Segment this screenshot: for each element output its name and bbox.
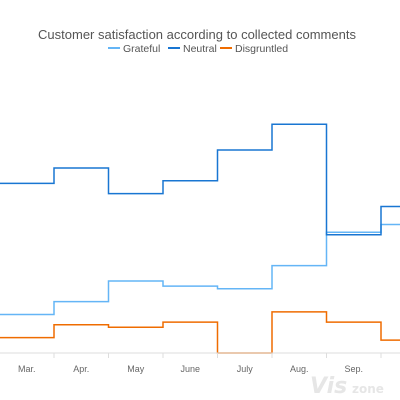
- chart-title: Customer satisfaction according to colle…: [38, 27, 356, 42]
- x-tick-label: Mar.: [18, 364, 36, 374]
- legend-item-neutral[interactable]: Neutral: [168, 43, 217, 55]
- series-line-neutral[interactable]: [0, 123, 400, 236]
- watermark-vis: Vis: [310, 374, 347, 399]
- watermark-logo: Vis zone: [310, 374, 384, 399]
- x-tick-label: July: [237, 364, 254, 374]
- legend-item-disgruntled[interactable]: Disgruntled: [220, 43, 288, 55]
- series-line-grateful[interactable]: [0, 223, 400, 316]
- watermark-zone: zone: [352, 382, 384, 396]
- x-tick-label: Sep.: [344, 364, 363, 374]
- legend-label: Disgruntled: [235, 43, 288, 55]
- legend: Grateful Neutral Disgruntled: [108, 43, 288, 55]
- legend-label: Neutral: [183, 43, 217, 55]
- x-tick-label: Aug.: [290, 364, 309, 374]
- legend-label: Grateful: [123, 43, 160, 55]
- plot-area: [0, 123, 400, 354]
- x-tick-label: May: [127, 364, 145, 374]
- legend-item-grateful[interactable]: Grateful: [108, 43, 160, 55]
- series-line-disgruntled[interactable]: [0, 311, 400, 354]
- x-tick-label: Apr.: [73, 364, 89, 374]
- x-tick-label: June: [180, 364, 200, 374]
